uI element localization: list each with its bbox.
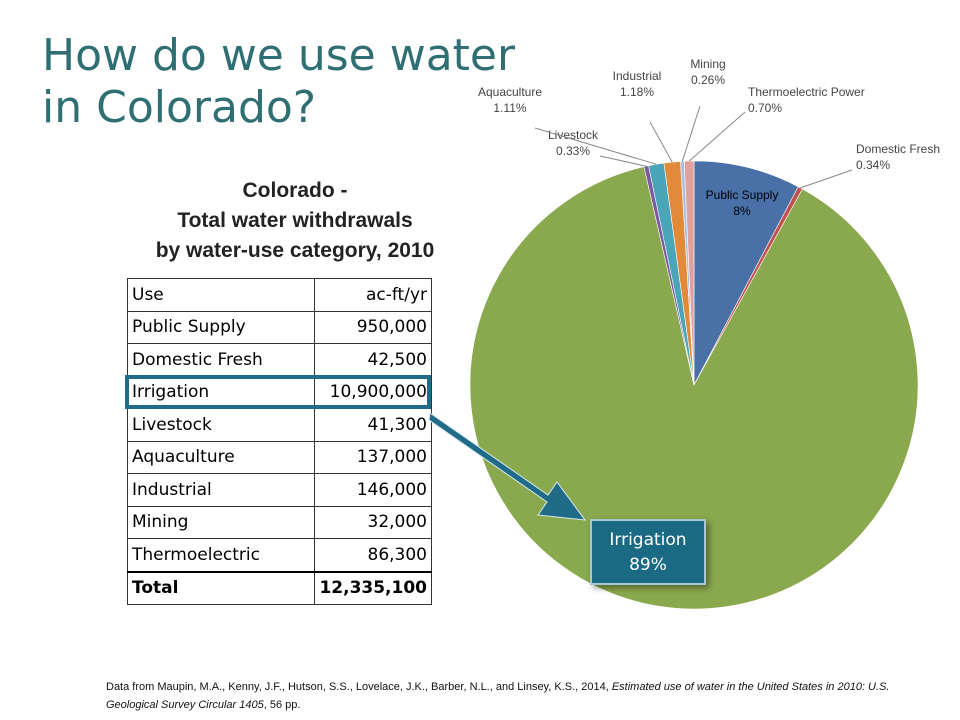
pie-percent-mining: 0.26% [691, 73, 725, 87]
pie-slice-irrigation [469, 166, 919, 610]
row-use: Public Supply [126, 310, 316, 344]
pie-percent-public-supply: 8% [733, 204, 751, 218]
leader-line-livestock [599, 155, 647, 167]
table-title-line3: by water-use category, 2010 [155, 239, 435, 262]
citation-authors: Data from Maupin, M.A., Kenny, J.F., Hut… [106, 681, 612, 693]
pie-slices [469, 160, 919, 610]
pointer-arrow [428, 412, 587, 521]
pie-percent-industrial: 1.18% [620, 85, 654, 99]
table-row: Livestock 41,300 [126, 408, 432, 442]
pie-percent-aquaculture: 1.11% [493, 101, 526, 115]
table-total-row: Total 12,335,100 [126, 570, 432, 605]
row-use: Aquaculture [126, 440, 316, 474]
leader-line-industrial [649, 121, 673, 163]
table-row: Industrial 146,000 [126, 473, 432, 507]
header-value: ac-ft/yr [314, 278, 432, 312]
table-row: Domestic Fresh 42,500 [126, 343, 432, 377]
table-row: Aquaculture 137,000 [126, 440, 432, 474]
pie-percent-thermoelectric-power: 0.70% [748, 101, 782, 115]
row-value: 86,300 [314, 538, 432, 572]
table-title-line1: Colorado - [242, 179, 348, 202]
total-value: 12,335,100 [314, 570, 432, 605]
pie-label-public-supply: Public Supply [706, 188, 779, 202]
leader-line-thermoelectric-power [688, 111, 746, 162]
row-value: 32,000 [314, 505, 432, 539]
leader-line-mining [681, 105, 701, 162]
row-value: 146,000 [314, 473, 432, 507]
callout-label: Irrigation [609, 530, 687, 550]
row-value: 10,900,000 [314, 375, 432, 409]
pie-label-thermoelectric-power: Thermoelectric Power [748, 85, 865, 99]
table-row: Irrigation 10,900,000 [126, 375, 432, 409]
irrigation-callout: Irrigation 89% [590, 519, 706, 585]
irrigation-highlight-box [125, 375, 431, 409]
pie-label-aquaculture: Aquaculture [478, 85, 542, 99]
total-label: Total [126, 570, 316, 605]
leader-line-aquaculture [534, 127, 657, 165]
pie-percent-livestock: 0.33% [556, 144, 590, 158]
pie-labels: Public Supply 8% Domestic Fresh 0.34% Livest… [478, 57, 940, 218]
row-value: 41,300 [314, 408, 432, 442]
water-use-table: Use ac-ft/yr Public Supply 950,000 Domes… [126, 278, 432, 605]
row-use: Mining [126, 505, 316, 539]
callout-percent: 89% [629, 555, 667, 575]
citation-pages: , 56 pp. [263, 699, 301, 711]
pie-label-domestic-fresh: Domestic Fresh [856, 142, 940, 156]
row-value: 137,000 [314, 440, 432, 474]
row-value: 950,000 [314, 310, 432, 344]
citation-title: Estimated use of water in the United Sta… [106, 681, 890, 711]
pie-label-industrial: Industrial [613, 69, 662, 83]
table-title: Colorado - Total water withdrawals by wa… [110, 176, 480, 266]
leader-line-domestic-fresh [800, 169, 853, 189]
pie-label-livestock: Livestock [548, 128, 599, 142]
slide-title-line2: in Colorado? [42, 82, 317, 133]
pie-label-mining: Mining [690, 57, 725, 71]
header-use: Use [126, 278, 316, 312]
table-row: Mining 32,000 [126, 505, 432, 539]
row-use: Thermoelectric [126, 538, 316, 572]
pie-slice-public-supply [693, 160, 799, 386]
row-use: Domestic Fresh [126, 343, 316, 377]
table-row: Thermoelectric 86,300 [126, 538, 432, 572]
table-row: Public Supply 950,000 [126, 310, 432, 344]
citation: Data from Maupin, M.A., Kenny, J.F., Hut… [106, 678, 906, 714]
table-title-line2: Total water withdrawals [177, 209, 413, 232]
slide-title: How do we use water in Colorado? [42, 30, 515, 134]
row-value: 42,500 [314, 343, 432, 377]
pie-percent-domestic-fresh: 0.34% [856, 158, 890, 172]
table-header-row: Use ac-ft/yr [126, 278, 432, 312]
slide-title-line1: How do we use water [42, 30, 516, 81]
